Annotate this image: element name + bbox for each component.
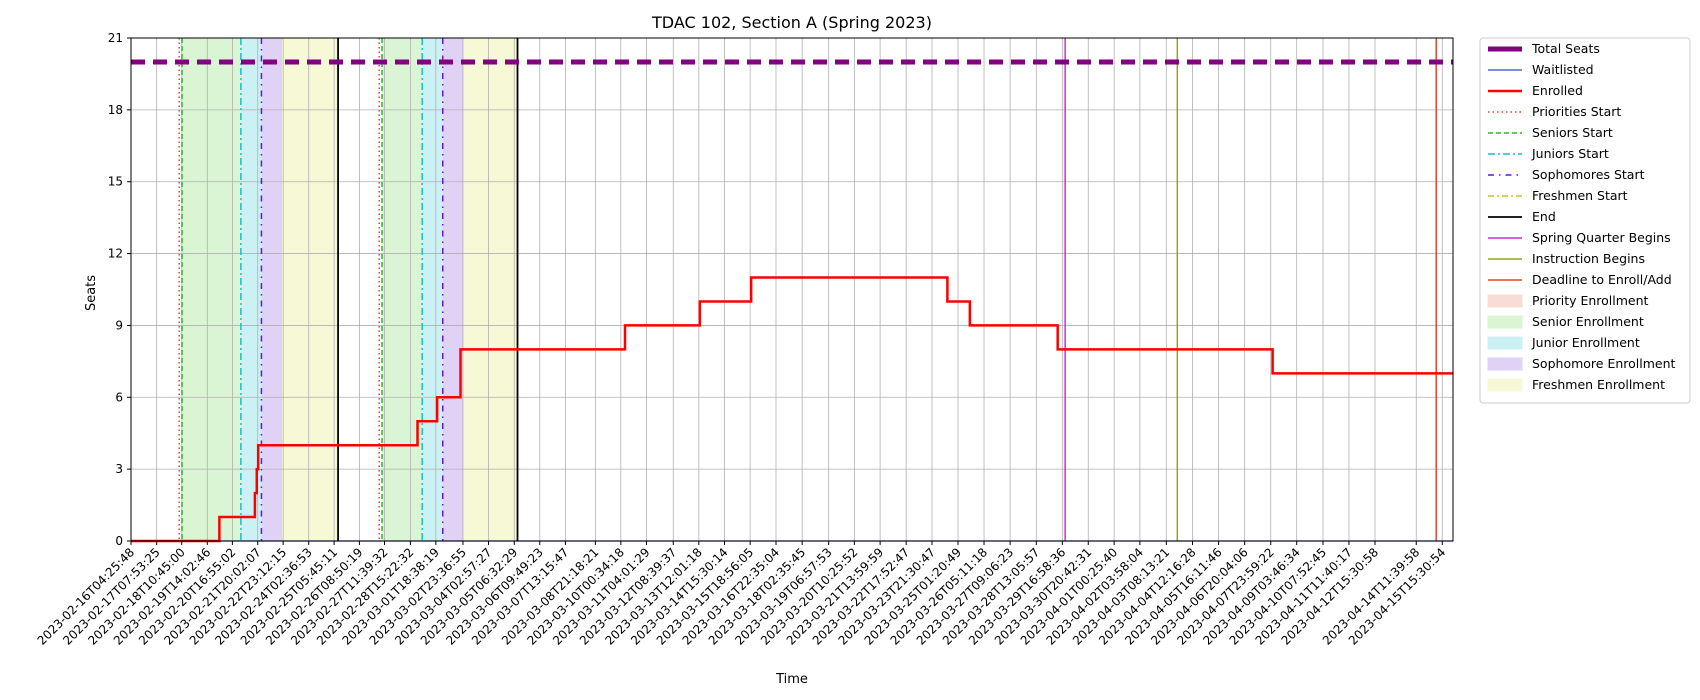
plot-area: 0369121518212023-02-16T04:25:482023-02-1… (35, 31, 1454, 648)
legend-juniors-start-5-label: Juniors Start (1531, 146, 1609, 161)
chart-title: TDAC 102, Section A (Spring 2023) (651, 13, 932, 32)
legend-priority-enrollment-12-label: Priority Enrollment (1532, 293, 1649, 308)
legend-spring-quarter-begins-9-label: Spring Quarter Begins (1532, 230, 1671, 245)
legend-freshmen-enrollment-16-label: Freshmen Enrollment (1532, 377, 1665, 392)
shaded-region-3 (281, 38, 339, 541)
y-axis-label: Seats (84, 275, 99, 311)
shaded-region-4 (381, 38, 423, 541)
legend-seniors-start-4-label: Seniors Start (1532, 125, 1613, 140)
y-tick-label-1: 3 (115, 462, 123, 476)
series-enrolled (131, 276, 1453, 543)
legend-freshmen-enrollment-16-swatch (1487, 378, 1523, 392)
y-tick-label-5: 15 (108, 175, 123, 189)
legend-freshmen-start-7-label: Freshmen Start (1532, 188, 1628, 203)
legend-sophomore-enrollment-15-swatch (1487, 357, 1523, 371)
y-tick-label-7: 21 (108, 31, 123, 45)
shaded-region-7 (463, 38, 518, 541)
legend-junior-enrollment-14-swatch (1487, 336, 1523, 350)
y-tick-label-0: 0 (115, 534, 123, 548)
shaded-region-6 (442, 38, 464, 541)
y-tick-label-4: 12 (108, 247, 123, 261)
legend-waitlisted-1-label: Waitlisted (1532, 62, 1594, 77)
y-tick-label-6: 18 (108, 103, 123, 117)
legend: Total Seats Waitlisted Enrolled Priorities … (1479, 37, 1691, 404)
legend-box (1479, 37, 1691, 404)
x-axis-label: Time (775, 672, 808, 687)
y-tick-label-3: 9 (115, 318, 123, 332)
shaded-region-0 (181, 38, 241, 541)
shaded-region-1 (240, 38, 262, 541)
shaded-region-2 (261, 38, 282, 541)
legend-instruction-begins-10-label: Instruction Begins (1532, 251, 1645, 266)
legend-enrolled-2-label: Enrolled (1532, 83, 1583, 98)
legend-priority-enrollment-12-swatch (1487, 294, 1523, 308)
shaded-region-5 (422, 38, 443, 541)
legend-senior-enrollment-13-label: Senior Enrollment (1532, 314, 1644, 329)
legend-total-seats-0-label: Total Seats (1531, 41, 1600, 56)
legend-end-8-label: End (1532, 209, 1556, 224)
legend-senior-enrollment-13-swatch (1487, 315, 1523, 329)
legend-priorities-start-3-label: Priorities Start (1532, 104, 1621, 119)
axes-frame (130, 37, 1454, 542)
legend-junior-enrollment-14-label: Junior Enrollment (1531, 335, 1640, 350)
legend-sophomore-enrollment-15-label: Sophomore Enrollment (1532, 356, 1676, 371)
y-tick-label-2: 6 (115, 390, 123, 404)
legend-deadline-to-enroll-add-11-label: Deadline to Enroll/Add (1532, 272, 1672, 287)
legend-sophomores-start-6-label: Sophomores Start (1532, 167, 1645, 182)
